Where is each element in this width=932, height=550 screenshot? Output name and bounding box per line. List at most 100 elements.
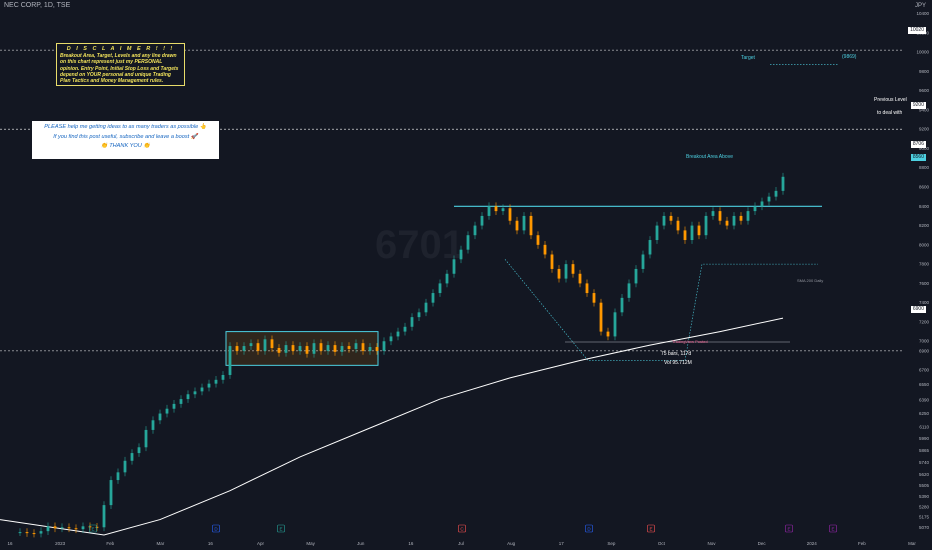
candle-body [641, 254, 645, 269]
candle-body [319, 343, 323, 351]
candle-body [585, 283, 589, 294]
candle-body [200, 387, 204, 392]
y-tick-label: 9400 [919, 107, 930, 112]
candle-body [18, 532, 22, 534]
candle-body [550, 254, 554, 269]
candle-body [291, 345, 295, 351]
candle-body [466, 235, 470, 250]
x-tick-label: Oct [658, 541, 666, 546]
candle-body [144, 429, 148, 448]
candle-body [711, 211, 715, 216]
candle-body [326, 345, 330, 351]
x-tick-label: Mar [908, 541, 916, 546]
candle-body [165, 408, 169, 414]
y-tick-label: 6550 [919, 382, 930, 387]
x-tick-label: Feb [858, 541, 866, 546]
candle-body [130, 453, 134, 461]
measured-move-path [504, 259, 818, 361]
candle-body [627, 283, 631, 298]
y-tick-label: 5865 [919, 448, 930, 453]
candle-body [123, 460, 127, 473]
candle-body [221, 374, 225, 380]
y-tick-label: 7000 [919, 339, 930, 344]
candle-body [312, 343, 316, 354]
candle-body [417, 312, 421, 318]
candle-body [333, 345, 337, 352]
candle-body [669, 215, 673, 221]
y-tick-label: 9600 [919, 88, 930, 93]
candle-body [459, 249, 463, 260]
currency-label[interactable]: JPY [914, 3, 926, 9]
range-vol-label: Vol 95.712M [664, 360, 692, 366]
candle-body [46, 526, 50, 532]
disclaimer-title: D I S C L A I M E R ! ! ! [66, 46, 175, 52]
y-tick-label: 10000 [916, 50, 929, 55]
candle-body [543, 244, 547, 255]
candle-body [676, 220, 680, 231]
y-tick-label: 7400 [919, 300, 930, 305]
candle-body [60, 527, 64, 529]
event-badge [647, 524, 655, 533]
candle-body [396, 331, 400, 337]
candle-body [683, 230, 687, 241]
event-badge-label: D [587, 527, 591, 532]
sma-label: SMA 200 Daily [797, 278, 824, 283]
candle-body [536, 235, 540, 245]
y-tick-label: 8800 [919, 165, 930, 170]
candle-body [662, 215, 666, 226]
x-tick-label: 16 [408, 541, 414, 546]
plea-line-1: PLEASE help me getting ideas to as many … [44, 124, 207, 130]
candle-body [557, 268, 561, 279]
y-tick-label: 6700 [919, 368, 930, 373]
y-tick-label: 7800 [919, 262, 930, 267]
y-tick-label: 8200 [919, 223, 930, 228]
event-badge [829, 524, 837, 533]
target-value: (9869) [842, 54, 857, 60]
candle-body [95, 526, 99, 528]
candle-body [718, 211, 722, 221]
candle-body [270, 339, 274, 348]
x-tick-label: 16 [208, 541, 214, 546]
x-tick-label: Aug [507, 541, 516, 546]
candle-body [508, 208, 512, 221]
x-tick-label: Jun [357, 541, 365, 546]
y-tick-label: 5280 [919, 505, 930, 510]
symbol-title[interactable]: NEC CORP, 1D, TSE [4, 2, 71, 9]
x-tick-label: Dec [758, 541, 767, 546]
breakout-price-tag: 8560 [910, 154, 926, 161]
candle-body [235, 346, 239, 351]
candle-body [571, 264, 575, 274]
candle-body [431, 293, 435, 303]
candle-body [578, 273, 582, 284]
candle-body [410, 317, 414, 327]
candle-body [39, 531, 43, 534]
candle-body [277, 347, 281, 353]
event-badge [785, 524, 793, 533]
event-badge-label: E [649, 527, 652, 532]
candle-body [403, 326, 407, 332]
candle-body [256, 343, 260, 351]
sma200-line [0, 317, 784, 536]
candle-body [354, 343, 358, 349]
candle-body [361, 343, 365, 351]
candle-body [25, 532, 29, 534]
y-tick-label: 9200 [919, 127, 930, 132]
deal-with-label: to deal with [877, 110, 903, 116]
support-price-tag: 6900 [910, 306, 926, 313]
candle-body [186, 394, 190, 400]
candle-body [228, 346, 232, 375]
watermark: 6701 [375, 223, 464, 267]
y-tick-label: 9800 [919, 69, 930, 74]
candle-body [32, 533, 36, 535]
current-price-tag: 8706 [910, 141, 926, 148]
event-badge-label: E [787, 527, 790, 532]
price-axis [902, 0, 932, 550]
y-tick-label: 7200 [919, 319, 930, 324]
candle-body [207, 383, 211, 388]
candle-body [74, 528, 78, 530]
candle-body [529, 215, 533, 236]
disclaimer-box: D I S C L A I M E R ! ! ! Breakout Area,… [56, 43, 185, 86]
candle-body [774, 190, 778, 197]
candle-body [368, 347, 372, 351]
